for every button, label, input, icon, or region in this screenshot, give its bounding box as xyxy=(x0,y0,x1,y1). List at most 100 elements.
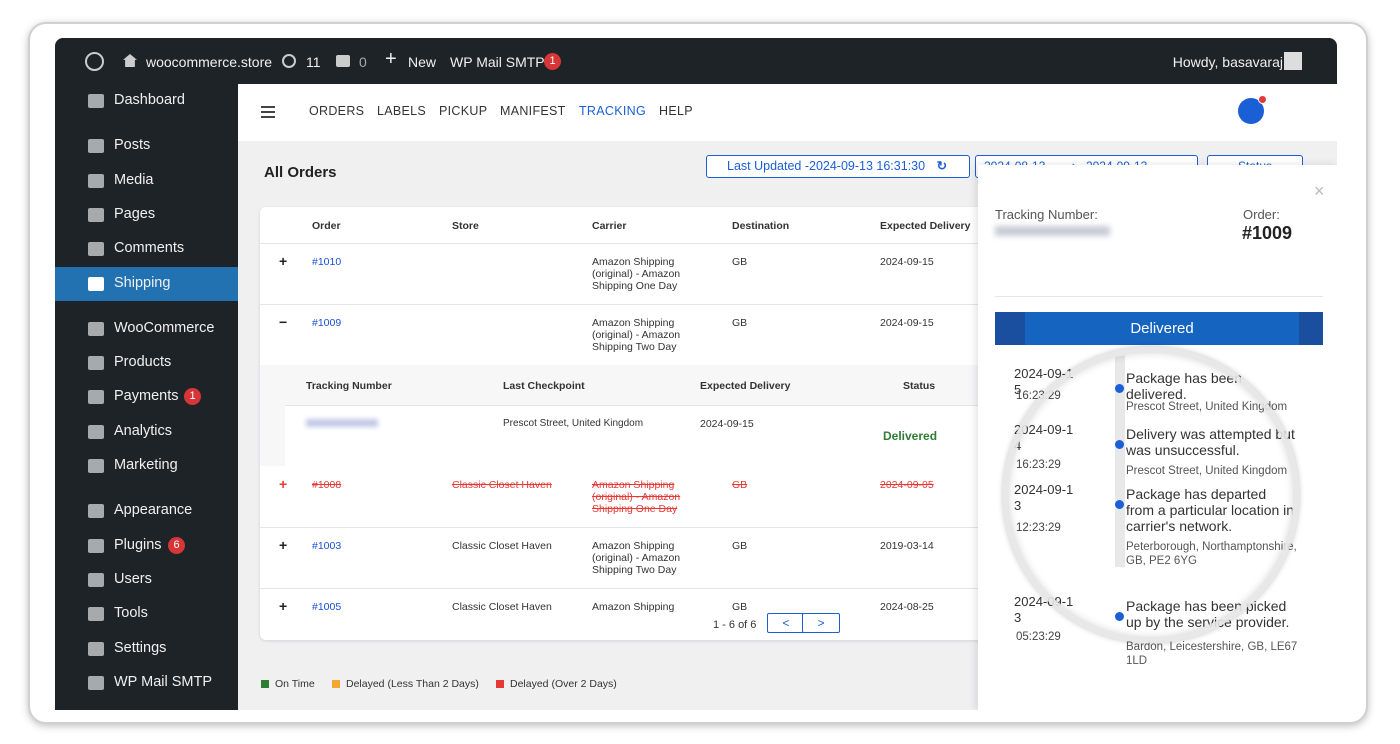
menu-item[interactable]: WooCommerce xyxy=(114,319,215,336)
cell-expected: 2024-09-15 xyxy=(880,256,934,268)
event-status: Package has been delivered. xyxy=(1126,370,1242,402)
menu-icon xyxy=(88,356,104,371)
comments-count[interactable]: 0 xyxy=(359,54,367,70)
nav-item[interactable]: MANIFEST xyxy=(500,104,566,118)
site-name[interactable]: woocommerce.store xyxy=(146,54,273,70)
menu-item[interactable]: Media xyxy=(114,171,154,188)
menu-item[interactable]: Appearance xyxy=(114,502,193,519)
smtp-badge: 1 xyxy=(544,53,561,70)
timeline-track xyxy=(1115,355,1125,617)
cell-order[interactable]: #1003 xyxy=(312,540,342,552)
timeline-gap xyxy=(1115,567,1125,617)
menu-item[interactable]: Tools xyxy=(114,605,148,622)
event-location: Peterborough, Northamptonshire, GB, PE2 … xyxy=(1126,541,1297,567)
detail-checkpoint: Prescot Street, United Kingdom xyxy=(503,418,644,429)
event-date: 2024-09-13 xyxy=(1014,482,1074,513)
menu-item[interactable]: Dashboard xyxy=(114,92,185,108)
active-bg xyxy=(55,266,238,301)
event-time: 16:23:29 xyxy=(1016,459,1061,471)
updates-count[interactable]: 11 xyxy=(306,54,321,70)
top-nav: ORDERS LABELS PICKUP MANIFEST TRACKING HELP xyxy=(238,84,1337,141)
event-time: 05:23:29 xyxy=(1016,631,1061,643)
event-location: Bardon, Leicestershire, GB, LE67 1LD xyxy=(1126,641,1298,667)
cell-order[interactable]: #1005 xyxy=(312,601,342,613)
nav-item[interactable]: HELP xyxy=(659,104,693,118)
col-header: Carrier xyxy=(592,220,627,232)
page-prev[interactable]: < xyxy=(767,613,805,633)
cell-expected: 2024-09-15 xyxy=(880,317,934,329)
detail-header: Last Checkpoint xyxy=(503,380,585,392)
status-band: Delivered xyxy=(995,312,1323,345)
bell-dot xyxy=(1258,95,1267,104)
last-updated: Last Updated -2024-09-13 16:31:30 xyxy=(727,159,926,173)
smtp[interactable]: WP Mail SMTP xyxy=(450,54,545,70)
nav-item[interactable]: LABELS xyxy=(377,104,427,118)
hamburger[interactable] xyxy=(261,106,275,108)
cell-carrier: Amazon Shipping xyxy=(592,601,675,613)
close[interactable]: × xyxy=(1314,181,1325,201)
nav-item[interactable]: TRACKING xyxy=(579,104,646,118)
detail-status: Delivered xyxy=(883,429,938,443)
cell-order[interactable]: #1010 xyxy=(312,256,342,268)
menu-item[interactable]: WP Mail SMTP xyxy=(114,673,213,690)
event-location: Prescot Street, United Kingdom xyxy=(1126,401,1288,413)
expand-toggle[interactable]: + xyxy=(279,598,288,614)
row-line xyxy=(260,304,1000,305)
cell-destination: GB xyxy=(732,540,748,552)
menu-icon xyxy=(88,424,104,439)
legend-label: Delayed (Over 2 Days) xyxy=(510,678,617,690)
last-updated-button[interactable]: Last Updated -2024-09-13 16:31:30 ↻ xyxy=(706,155,970,178)
cell-order[interactable]: #1008 xyxy=(312,479,342,491)
menu-icon xyxy=(88,390,104,405)
expand-toggle[interactable]: + xyxy=(279,537,288,553)
legend-label: Delayed (Less Than 2 Days) xyxy=(346,678,479,690)
detail-header: Expected Delivery xyxy=(700,380,791,392)
legend-label: On Time xyxy=(275,678,315,690)
tracking-blurred xyxy=(306,419,378,427)
menu-badge: 6 xyxy=(168,536,185,554)
cell-store: Classic Closet Haven xyxy=(452,479,552,491)
howdy[interactable]: Howdy, basavaraj xyxy=(1172,54,1283,70)
event-dot xyxy=(1115,500,1124,509)
cell-expected: 2024-08-25 xyxy=(880,601,934,613)
col-header: Order xyxy=(312,220,341,232)
menu-item[interactable]: Comments xyxy=(114,240,185,257)
menu-icon xyxy=(88,321,104,336)
cell-order[interactable]: #1009 xyxy=(312,317,342,329)
menu-item[interactable]: Shipping xyxy=(114,274,171,291)
menu-item[interactable]: Products xyxy=(114,354,172,371)
cell-carrier: Amazon Shipping (original) - Amazon Ship… xyxy=(592,317,681,353)
cell-carrier: Amazon Shipping (original) - Amazon Ship… xyxy=(592,479,681,515)
sidebar: Dashboard Posts Media Pages Comments Shipping… xyxy=(55,84,246,710)
expand-toggle[interactable]: + xyxy=(279,253,288,269)
page-next[interactable]: > xyxy=(802,613,840,633)
expand-toggle[interactable]: − xyxy=(279,314,288,330)
panel-order: #1009 xyxy=(1242,223,1293,243)
screen: woocommerce.store 11 0 + New WP Mail SMT… xyxy=(55,38,1337,710)
detail-expected: 2024-09-15 xyxy=(700,418,754,430)
menu-icon xyxy=(88,139,104,154)
wp-logo[interactable] xyxy=(85,52,104,71)
menu-item[interactable]: Settings xyxy=(114,639,167,656)
menu-item[interactable]: Users xyxy=(114,570,152,587)
menu-item[interactable]: Payments xyxy=(114,388,179,405)
menu-icon xyxy=(88,641,104,656)
menu-item[interactable]: Analytics xyxy=(114,422,173,439)
menu-item[interactable]: Pages xyxy=(114,205,156,222)
expand-toggle[interactable]: + xyxy=(279,476,288,492)
menu-item[interactable]: Marketing xyxy=(114,457,178,473)
menu-icon xyxy=(88,173,104,188)
menu-item[interactable]: Posts xyxy=(114,137,151,154)
cell-carrier: Amazon Shipping (original) - Amazon Ship… xyxy=(592,256,681,292)
new[interactable]: New xyxy=(408,54,437,70)
active-arrow xyxy=(230,275,246,292)
menu-item[interactable]: Plugins xyxy=(114,536,162,553)
legend-swatch xyxy=(261,680,269,688)
col-header: Destination xyxy=(732,220,790,232)
menu-icon xyxy=(88,572,104,587)
updates-icon xyxy=(282,54,296,68)
nav-item[interactable]: PICKUP xyxy=(439,104,488,118)
new-plus: + xyxy=(385,48,397,70)
nav-item[interactable]: ORDERS xyxy=(309,104,365,118)
menu-icon xyxy=(88,242,104,257)
